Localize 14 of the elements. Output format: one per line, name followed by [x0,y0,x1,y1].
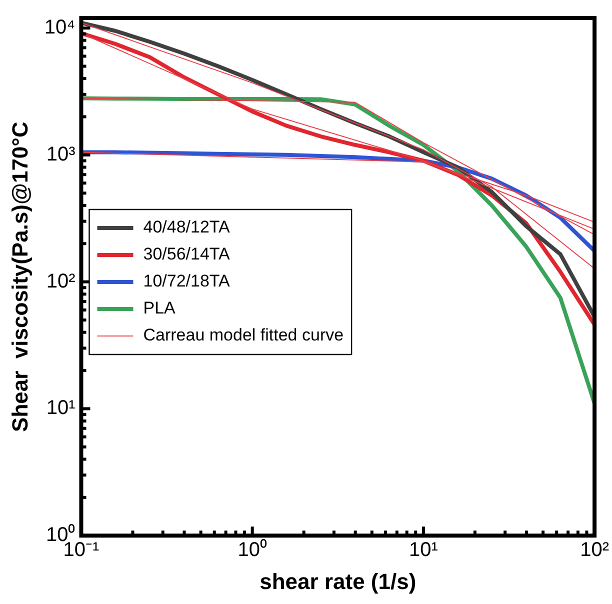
x-tick-label: 10² [580,539,610,562]
x-tick-label: 10⁰ [238,538,267,562]
legend-label: 30/56/14TA [143,244,231,264]
y-tick-label: 10³ [46,143,76,166]
y-tick-label: 10⁴ [44,16,76,39]
y-axis-title: Shear viscosity(Pa.s)@170°C [7,122,32,432]
legend-label: PLA [143,298,176,318]
x-tick-label: 10¹ [408,539,438,562]
legend-label: 40/48/12TA [143,218,231,237]
y-tick-label: 10² [46,270,76,292]
legend-label: 10/72/18TA [143,272,231,291]
legend-label: Carreau model fitted curve [143,326,344,345]
y-tick-label: 10¹ [46,397,76,420]
x-axis-title: shear rate (1/s) [260,568,416,594]
